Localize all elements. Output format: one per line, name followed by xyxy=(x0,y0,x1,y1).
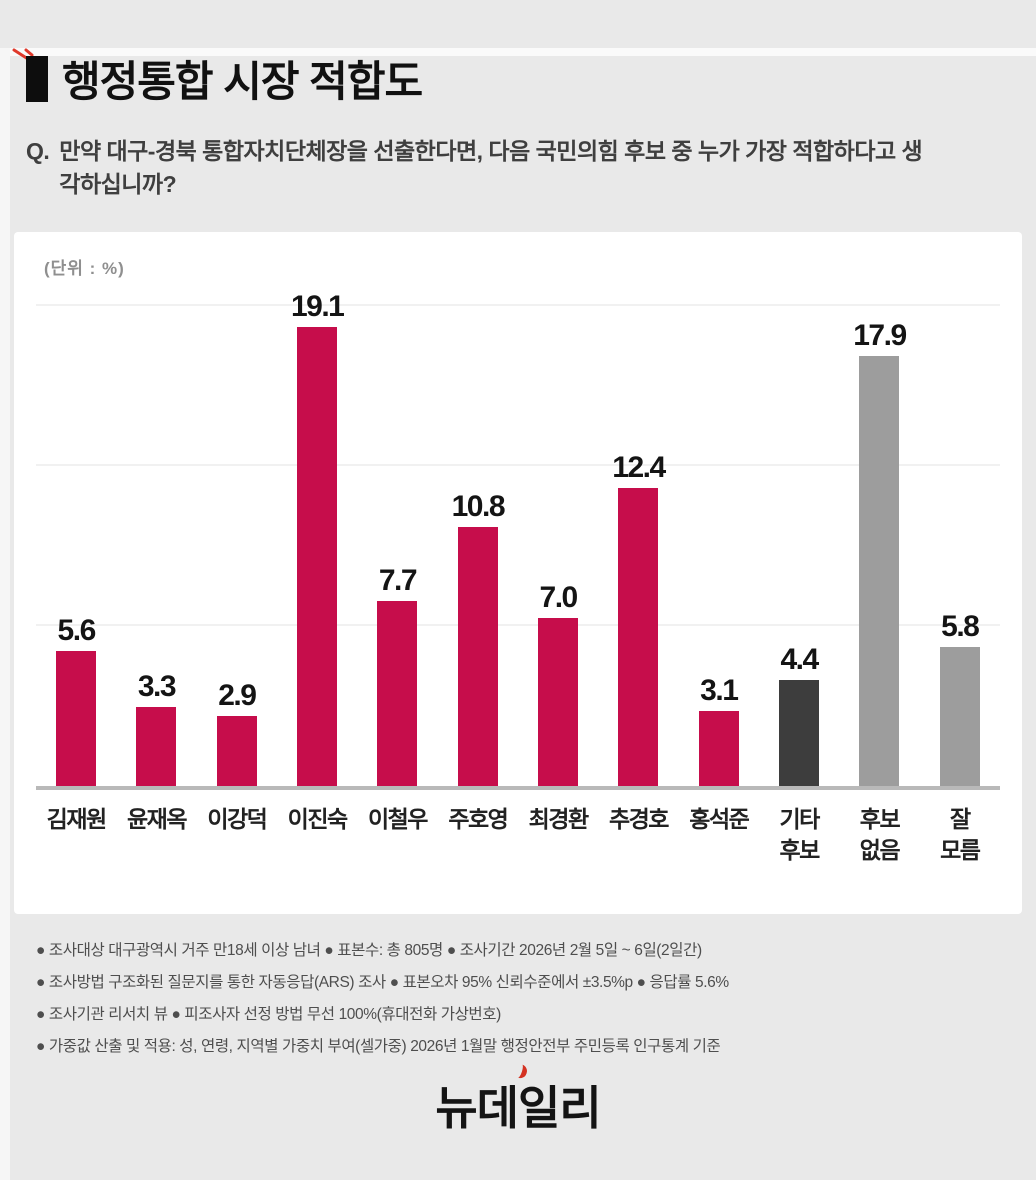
bar-value-label: 3.1 xyxy=(700,674,739,708)
category-label: 이강덕 xyxy=(207,805,267,832)
bar-value-label: 4.4 xyxy=(780,643,820,677)
bar-value-label: 5.6 xyxy=(57,614,97,648)
category-label: 최경환 xyxy=(528,805,589,832)
newdaily-logo: 뉴데일리 xyxy=(435,1061,602,1138)
bar xyxy=(297,327,338,786)
red-scribble-mark xyxy=(12,48,34,61)
bar-chart-plot-area: 5.6 3.3 2.9 19.1 7.7 10.8 7.0 12.4 3.1 4.4 17.9 5.8 xyxy=(36,281,1000,790)
logo-row: 뉴데일리 xyxy=(14,1061,1022,1138)
bar-column: 4.4 xyxy=(759,281,839,786)
footnote-line: ● 조사대상 대구광역시 거주 만18세 이상 남녀 ● 표본수: 총 805명… xyxy=(36,941,702,959)
footnote-line: ● 조사방법 구조화된 질문지를 통한 자동응답(ARS) 조사 ● 표본오차 … xyxy=(36,973,729,991)
bar-value-label: 19.1 xyxy=(290,290,345,324)
bar-column: 17.9 xyxy=(839,281,919,786)
category-label: 김재원 xyxy=(46,805,107,832)
bar xyxy=(698,711,739,786)
gridline xyxy=(36,623,1000,626)
category-label: 윤재옥 xyxy=(127,805,187,832)
bar-column: 10.8 xyxy=(438,281,518,786)
page-title: 행정통합 시장 적합도 xyxy=(62,58,423,105)
bar xyxy=(136,706,177,786)
bar-column: 5.6 xyxy=(36,281,116,786)
bar xyxy=(779,680,820,786)
category-label: 후보 없음 xyxy=(859,805,901,863)
bar xyxy=(538,617,579,786)
title-row: 행정통합 시장 적합도 xyxy=(26,48,1010,109)
bar-value-label: 3.3 xyxy=(137,669,177,703)
page-top-edge xyxy=(0,48,1036,56)
footnote-line: ● 가중값 산출 및 적용: 성, 연령, 지역별 가중치 부여(셀가중) 20… xyxy=(36,1037,721,1055)
survey-footnotes: ● 조사대상 대구광역시 거주 만18세 이상 남녀 ● 표본수: 총 805명… xyxy=(36,938,1012,1056)
bar-value-label: 12.4 xyxy=(612,451,666,485)
title-bullet-block xyxy=(26,55,48,102)
category-label: 주호영 xyxy=(448,805,508,832)
bar-value-label: 7.0 xyxy=(539,580,579,614)
bar xyxy=(618,488,659,786)
bar-column: 3.1 xyxy=(679,281,759,786)
chart-card: (단위 : %) 5.6 3.3 2.9 19.1 7.7 10.8 7.0 12.4 3.1 4… xyxy=(14,231,1022,914)
bars-container: 5.6 3.3 2.9 19.1 7.7 10.8 7.0 12.4 3.1 4.4 17.9 5.8 xyxy=(36,281,1000,786)
logo-text: 뉴데일리 xyxy=(435,1081,601,1134)
footnote-line: ● 조사기관 리서치 뷰 ● 피조사자 선정 방법 무선 100%(휴대전화 가… xyxy=(36,1005,501,1023)
category-label: 잘 모름 xyxy=(940,805,981,863)
bar xyxy=(377,600,418,786)
gridline xyxy=(36,303,1000,306)
bar-column: 7.0 xyxy=(518,281,598,786)
bar xyxy=(56,651,97,786)
bar xyxy=(216,716,257,786)
bar-value-label: 5.8 xyxy=(941,609,980,643)
question-prefix: Q. xyxy=(26,138,50,164)
gridline xyxy=(36,463,1000,466)
bar-value-label: 2.9 xyxy=(218,679,257,713)
category-label: 추경호 xyxy=(608,805,669,832)
bar xyxy=(457,526,498,786)
bar-column: 3.3 xyxy=(116,281,196,786)
bar-value-label: 10.8 xyxy=(451,489,506,523)
category-label: 기타 후보 xyxy=(779,805,820,863)
category-label: 이진숙 xyxy=(287,805,348,832)
category-label: 이철우 xyxy=(367,805,428,832)
logo-red-accent-icon xyxy=(509,1061,529,1080)
bar-column: 19.1 xyxy=(277,281,357,786)
bar-value-label: 7.7 xyxy=(378,563,418,597)
category-labels-row: 김재원 윤재옥 이강덕 이진숙 이철우 주호영 최경환 추경호 홍석준 기타 후보 후보 없음 잘 모름 xyxy=(36,804,1000,896)
bar-column: 7.7 xyxy=(357,281,437,786)
bar xyxy=(939,646,980,786)
page: 행정통합 시장 적합도 Q. 만약 대구-경북 통합자치단체장을 선출한다면, … xyxy=(0,48,1036,1138)
bar-value-label: 17.9 xyxy=(853,319,907,353)
bar-column: 12.4 xyxy=(598,281,678,786)
bar xyxy=(859,356,900,786)
question-text: 만약 대구-경북 통합자치단체장을 선출한다면, 다음 국민의힘 후보 중 누가… xyxy=(59,138,923,198)
survey-question: Q. 만약 대구-경북 통합자치단체장을 선출한다면, 다음 국민의힘 후보 중… xyxy=(26,135,1010,202)
chart-unit-label: (단위 : %) xyxy=(44,258,125,278)
page-left-edge xyxy=(0,48,10,1180)
bar-column: 5.8 xyxy=(920,281,1000,786)
bar-column: 2.9 xyxy=(197,281,277,786)
category-label: 홍석준 xyxy=(689,805,749,832)
